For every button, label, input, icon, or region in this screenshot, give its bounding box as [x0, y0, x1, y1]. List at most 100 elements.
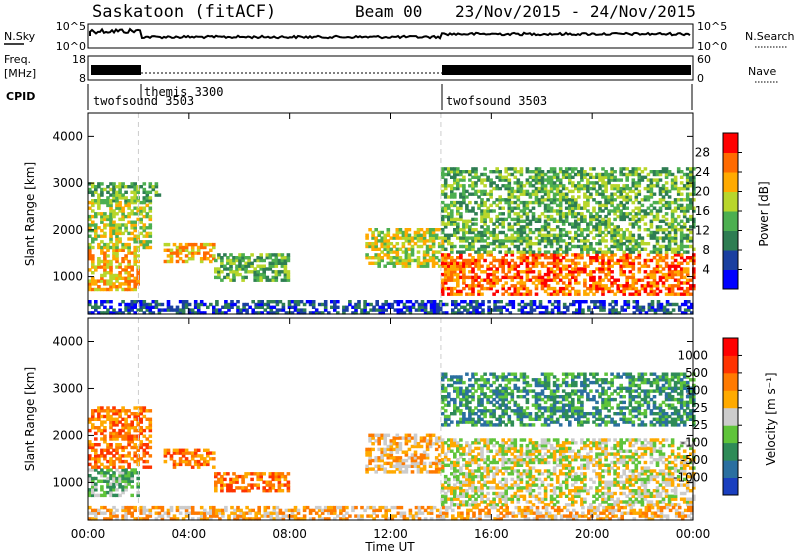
- heatmap-cell: [528, 242, 533, 246]
- heatmap-cell: [410, 236, 415, 240]
- heatmap-cell: [401, 258, 406, 263]
- heatmap-cell: [561, 256, 566, 260]
- heatmap-cell: [692, 275, 696, 280]
- heatmap-cell: [486, 175, 490, 179]
- heatmap-cell: [94, 199, 98, 203]
- heatmap-cell: [483, 466, 487, 470]
- heatmap-cell: [628, 233, 633, 237]
- heatmap-cell: [511, 305, 516, 309]
- heatmap-cell: [561, 289, 566, 294]
- heatmap-cell: [115, 257, 119, 261]
- heatmap-cell: [148, 217, 153, 222]
- heatmap-cell: [275, 311, 280, 315]
- heatmap-cell: [643, 258, 648, 263]
- heatmap-cell: [477, 284, 481, 288]
- heatmap-cell: [685, 217, 690, 222]
- heatmap-cell: [534, 175, 539, 179]
- heatmap-cell: [139, 217, 143, 222]
- heatmap-cell: [538, 302, 543, 307]
- heatmap-cell: [586, 189, 590, 194]
- heatmap-cell: [619, 264, 623, 268]
- heatmap-cell: [112, 209, 116, 213]
- heatmap-cell: [531, 200, 536, 205]
- heatmap-cell: [537, 230, 542, 235]
- heatmap-cell: [611, 311, 615, 315]
- heatmap-cell: [667, 189, 672, 194]
- heatmap-cell: [580, 267, 584, 271]
- heatmap-cell: [465, 219, 469, 223]
- heatmap-cell: [115, 423, 119, 427]
- heatmap-cell: [148, 209, 153, 213]
- heatmap-cell: [133, 412, 137, 416]
- heatmap-cell: [480, 178, 484, 182]
- heatmap-cell: [127, 206, 131, 210]
- heatmap-cell: [256, 275, 260, 280]
- heatmap-cell: [97, 479, 101, 483]
- heatmap-cell: [88, 242, 92, 247]
- heatmap-cell: [443, 463, 448, 467]
- heatmap-cell: [667, 225, 672, 229]
- heatmap-cell: [422, 261, 427, 265]
- heatmap-cell: [586, 203, 590, 208]
- heatmap-cell: [453, 233, 457, 237]
- heatmap-cell: [178, 459, 183, 464]
- heatmap-cell: [510, 225, 515, 229]
- heatmap-cell: [151, 311, 156, 315]
- heatmap-cell: [619, 267, 623, 271]
- heatmap-cell: [456, 284, 460, 288]
- heatmap-cell: [212, 308, 216, 312]
- heatmap-cell: [480, 466, 484, 470]
- heatmap-cell: [531, 214, 536, 219]
- heatmap-cell: [558, 244, 563, 249]
- heatmap-cell: [124, 482, 128, 486]
- heatmap-cell: [97, 414, 101, 419]
- heatmap-cell: [97, 203, 101, 208]
- heatmap-cell: [466, 311, 470, 315]
- heatmap-cell: [607, 247, 611, 251]
- heatmap-cell: [145, 203, 150, 208]
- heatmap-cell: [589, 247, 593, 251]
- heatmap-cell: [425, 258, 430, 263]
- heatmap-cell: [392, 447, 397, 452]
- heatmap-cell: [453, 474, 457, 479]
- heatmap-cell: [522, 247, 527, 251]
- heatmap-cell: [634, 195, 639, 199]
- heatmap-cell: [368, 467, 372, 471]
- heatmap-cell: [109, 265, 113, 269]
- heatmap-cell: [390, 302, 395, 307]
- heatmap-cell: [504, 497, 508, 501]
- heatmap-cell: [687, 305, 691, 309]
- heatmap-cell: [118, 265, 122, 269]
- heatmap-cell: [178, 257, 183, 261]
- heatmap-cell: [456, 264, 460, 268]
- heatmap-cell: [139, 308, 143, 312]
- heatmap-cell: [571, 275, 575, 280]
- heatmap-cell: [676, 192, 681, 196]
- heatmap-cell: [483, 460, 487, 465]
- heatmap-cell: [593, 302, 597, 307]
- heatmap-cell: [468, 503, 472, 507]
- heatmap-cell: [187, 257, 192, 261]
- heatmap-cell: [532, 302, 537, 307]
- heatmap-cell: [486, 253, 490, 257]
- heatmap-cell: [587, 305, 591, 309]
- heatmap-cell: [115, 223, 119, 227]
- heatmap-cell: [646, 233, 651, 237]
- heatmap-cell: [649, 222, 654, 226]
- heatmap-cell: [682, 258, 687, 263]
- heatmap-cell: [178, 462, 183, 467]
- heatmap-cell: [646, 189, 651, 194]
- heatmap-cell: [655, 225, 660, 229]
- heatmap-cell: [203, 462, 207, 467]
- heatmap-cell: [525, 267, 530, 271]
- heatmap-cell: [692, 222, 696, 226]
- heatmap-cell: [453, 472, 457, 476]
- heatmap-cell: [127, 265, 131, 269]
- heatmap-cell: [465, 258, 469, 263]
- heatmap-cell: [112, 409, 116, 413]
- heatmap-cell: [371, 467, 375, 471]
- heatmap-cell: [549, 253, 554, 257]
- heatmap-cell: [88, 488, 92, 492]
- heatmap-cell: [112, 193, 116, 197]
- heatmap-cell: [459, 438, 463, 442]
